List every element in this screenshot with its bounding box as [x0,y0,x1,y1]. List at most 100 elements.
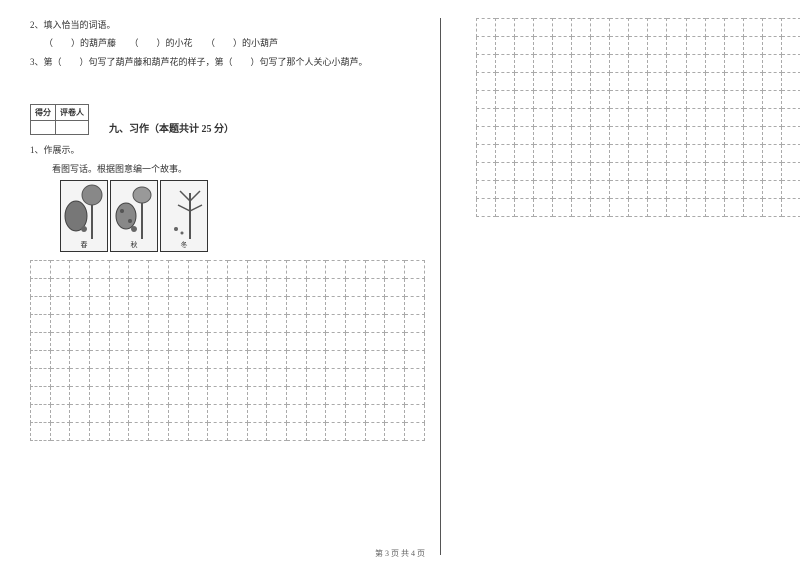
grid-cell [129,260,149,278]
grid-cell [267,368,287,386]
grid-cell [405,386,425,404]
grid-cell [477,181,496,199]
grid-cell [267,350,287,368]
grid-cell [70,422,90,440]
grid-cell [267,422,287,440]
grid-cell [477,145,496,163]
right-column [440,18,800,555]
grid-cell [31,278,51,296]
grid-cell [188,422,208,440]
grid-cell [781,73,800,91]
grid-cell [306,260,326,278]
score-box: 得分 评卷人 [30,104,89,135]
grid-cell [648,199,667,217]
grid-cell [477,37,496,55]
grid-cell [572,145,591,163]
grid-cell [168,260,188,278]
grid-cell [188,404,208,422]
grid-cell [326,386,346,404]
grid-cell [553,19,572,37]
grid-cell [346,350,366,368]
grid-cell [247,422,267,440]
grid-cell [149,332,169,350]
grid-cell [781,199,800,217]
grid-cell [591,181,610,199]
grid-cell [629,37,648,55]
grid-cell [31,314,51,332]
grid-cell [496,91,515,109]
grid-cell [129,386,149,404]
grid-cell [705,55,724,73]
grid-cell [149,296,169,314]
grid-cell [129,350,149,368]
grid-cell [50,278,70,296]
grid-cell [365,296,385,314]
story-panel-2: 秋 [110,180,158,252]
grid-cell [31,332,51,350]
grid-cell [629,73,648,91]
grid-cell [477,199,496,217]
grid-cell [90,404,110,422]
grid-cell [247,332,267,350]
grid-cell [762,181,781,199]
grid-cell [405,368,425,386]
grid-cell [610,127,629,145]
grid-cell [553,145,572,163]
grid-cell [326,422,346,440]
grid-cell [496,181,515,199]
grid-cell [762,37,781,55]
grid-cell [743,73,762,91]
grid-cell [553,37,572,55]
grid-cell [208,260,228,278]
grid-cell [227,260,247,278]
grid-cell [496,163,515,181]
grid-cell [743,163,762,181]
grid-cell [286,296,306,314]
grid-cell [648,163,667,181]
grid-cell [286,404,306,422]
grid-cell [267,386,287,404]
grid-cell [109,368,129,386]
grid-cell [534,127,553,145]
grid-cell [109,260,129,278]
grid-cell [365,350,385,368]
grid-cell [534,37,553,55]
grid-cell [129,314,149,332]
grid-cell [724,73,743,91]
grid-cell [365,368,385,386]
grid-cell [724,19,743,37]
grid-cell [743,109,762,127]
grid-cell [781,145,800,163]
grid-cell [385,314,405,332]
grid-cell [553,127,572,145]
grid-cell [365,332,385,350]
grid-cell [286,278,306,296]
grid-cell [109,314,129,332]
grid-cell [781,181,800,199]
grid-cell [496,73,515,91]
grid-cell [515,199,534,217]
score-section-row: 得分 评卷人 九、习作（本题共计 25 分） [30,104,425,135]
grid-cell [286,368,306,386]
grid-cell [553,55,572,73]
grid-cell [534,19,553,37]
grid-cell [610,73,629,91]
grid-cell [31,296,51,314]
grid-cell [572,127,591,145]
grid-cell [70,350,90,368]
grid-cell [168,350,188,368]
grid-cell [227,404,247,422]
grid-cell [724,199,743,217]
grid-cell [743,181,762,199]
grid-cell [781,55,800,73]
grid-cell [667,127,686,145]
grid-cell [515,55,534,73]
grid-cell [247,260,267,278]
grid-cell [405,404,425,422]
grid-cell [385,404,405,422]
grid-cell [724,109,743,127]
grid-cell [247,386,267,404]
grid-cell [781,91,800,109]
grid-cell [188,332,208,350]
grid-cell [149,422,169,440]
